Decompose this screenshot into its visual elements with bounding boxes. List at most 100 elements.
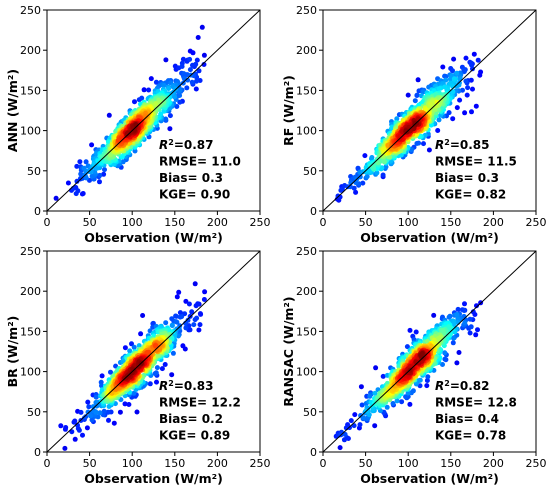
x-tick-label: 250 <box>526 216 547 229</box>
scatter-point <box>443 77 449 83</box>
x-tick-label: 100 <box>398 457 419 470</box>
stat-rmse: RMSE= 11.0 <box>159 155 241 169</box>
plot-frame <box>46 250 261 453</box>
scatter-point <box>192 317 198 323</box>
scatter-point <box>413 329 419 335</box>
scatter-point <box>462 301 467 307</box>
scatter-point <box>108 369 113 375</box>
stat-r2: R2=0.83 <box>159 379 214 394</box>
scatter-point <box>131 344 137 350</box>
scatter-point <box>78 171 84 177</box>
scatter-point <box>190 62 195 68</box>
x-tick-label: 150 <box>164 457 185 470</box>
scatter-point <box>359 402 365 408</box>
scatter-point <box>194 57 200 63</box>
scatter-point <box>186 301 192 307</box>
scatter-point <box>189 309 195 315</box>
scatter-point <box>189 79 195 85</box>
scatter-point <box>419 351 425 356</box>
scatter-point <box>470 86 475 92</box>
scatter-point <box>457 97 463 103</box>
scatter-point <box>88 413 93 419</box>
stat-kge: KGE= 0.90 <box>159 188 230 202</box>
y-tick-label: 0 <box>310 446 317 459</box>
scatter-point <box>80 432 85 438</box>
scatter-point <box>99 373 105 379</box>
x-tick-label: 50 <box>83 457 97 470</box>
scatter-point <box>424 378 430 383</box>
scatter-point <box>442 350 448 356</box>
x-tick-label: 0 <box>44 216 51 229</box>
scatter-point <box>380 373 386 379</box>
scatter-point <box>195 35 201 40</box>
scatter-point <box>163 320 169 326</box>
y-tick-label: 100 <box>296 125 317 138</box>
x-axis-label: Observation (W/m²) <box>360 230 499 245</box>
y-tick-label: 200 <box>296 44 317 57</box>
scatter-point <box>73 191 79 197</box>
scatter-point <box>158 111 164 117</box>
scatter-point <box>407 401 413 407</box>
scatter-point <box>106 112 112 118</box>
scatter-point <box>451 335 456 341</box>
scatter-point <box>102 167 107 173</box>
scatter-point <box>451 322 457 328</box>
y-tick-label: 0 <box>34 446 41 459</box>
scatter-point <box>148 76 154 82</box>
scatter-point <box>450 340 456 346</box>
scatter-point <box>93 409 99 415</box>
scatter-point <box>194 78 199 84</box>
stat-rmse: RMSE= 11.5 <box>435 155 517 169</box>
scatter-point <box>424 383 430 389</box>
x-axis-label: Observation (W/m²) <box>84 471 223 485</box>
scatter-point <box>154 365 160 371</box>
scatter-point <box>170 350 176 356</box>
scatter-point <box>440 362 445 367</box>
scatter-point <box>384 404 390 410</box>
stat-r2: R2=0.87 <box>159 138 214 153</box>
scatter-point <box>446 324 452 330</box>
scatter-point <box>153 79 159 85</box>
scatter-point <box>357 422 363 428</box>
scatter-point <box>447 76 453 82</box>
stat-r2: R2=0.85 <box>435 138 490 153</box>
scatter-point <box>415 77 421 83</box>
scatter-point <box>405 92 411 98</box>
scatter-point <box>450 89 456 95</box>
scatter-point <box>131 390 137 396</box>
scatter-point <box>192 281 198 287</box>
scatter-point <box>162 362 168 367</box>
x-tick-label: 150 <box>440 457 461 470</box>
scatter-point <box>462 110 468 116</box>
scatter-point <box>106 404 112 409</box>
scatter-point <box>396 364 402 369</box>
scatter-point <box>190 50 196 56</box>
scatter-point <box>169 323 175 329</box>
scatter-point <box>193 86 199 92</box>
scatter-point <box>196 68 202 74</box>
x-tick-label: 0 <box>44 457 51 470</box>
scatter-point <box>405 390 411 396</box>
scatter-point <box>92 169 98 175</box>
scatter-point <box>454 312 460 317</box>
identity-line <box>46 250 261 453</box>
x-tick-label: 100 <box>122 216 143 229</box>
scatter-point <box>360 180 366 186</box>
scatter-point <box>470 309 476 315</box>
scatter-point <box>348 418 354 424</box>
scatter-point <box>167 113 173 119</box>
scatter-point <box>140 313 146 318</box>
scatter-point <box>337 445 343 451</box>
scatter-point <box>179 64 185 69</box>
scatter-point <box>450 116 456 122</box>
panel-br: 0 50 100 150 200 250 0 50 100 150 200 250 Observatio… <box>5 245 271 485</box>
scatter-point <box>460 87 465 93</box>
stat-r2: R2=0.82 <box>435 379 490 394</box>
stat-rmse: RMSE= 12.2 <box>159 396 241 410</box>
scatter-point <box>390 401 396 406</box>
scatter-point <box>351 185 357 191</box>
scatter-point <box>144 349 150 355</box>
scatter-point <box>347 184 353 190</box>
x-tick-label: 250 <box>250 216 271 229</box>
x-axis-label: Observation (W/m²) <box>84 230 223 245</box>
